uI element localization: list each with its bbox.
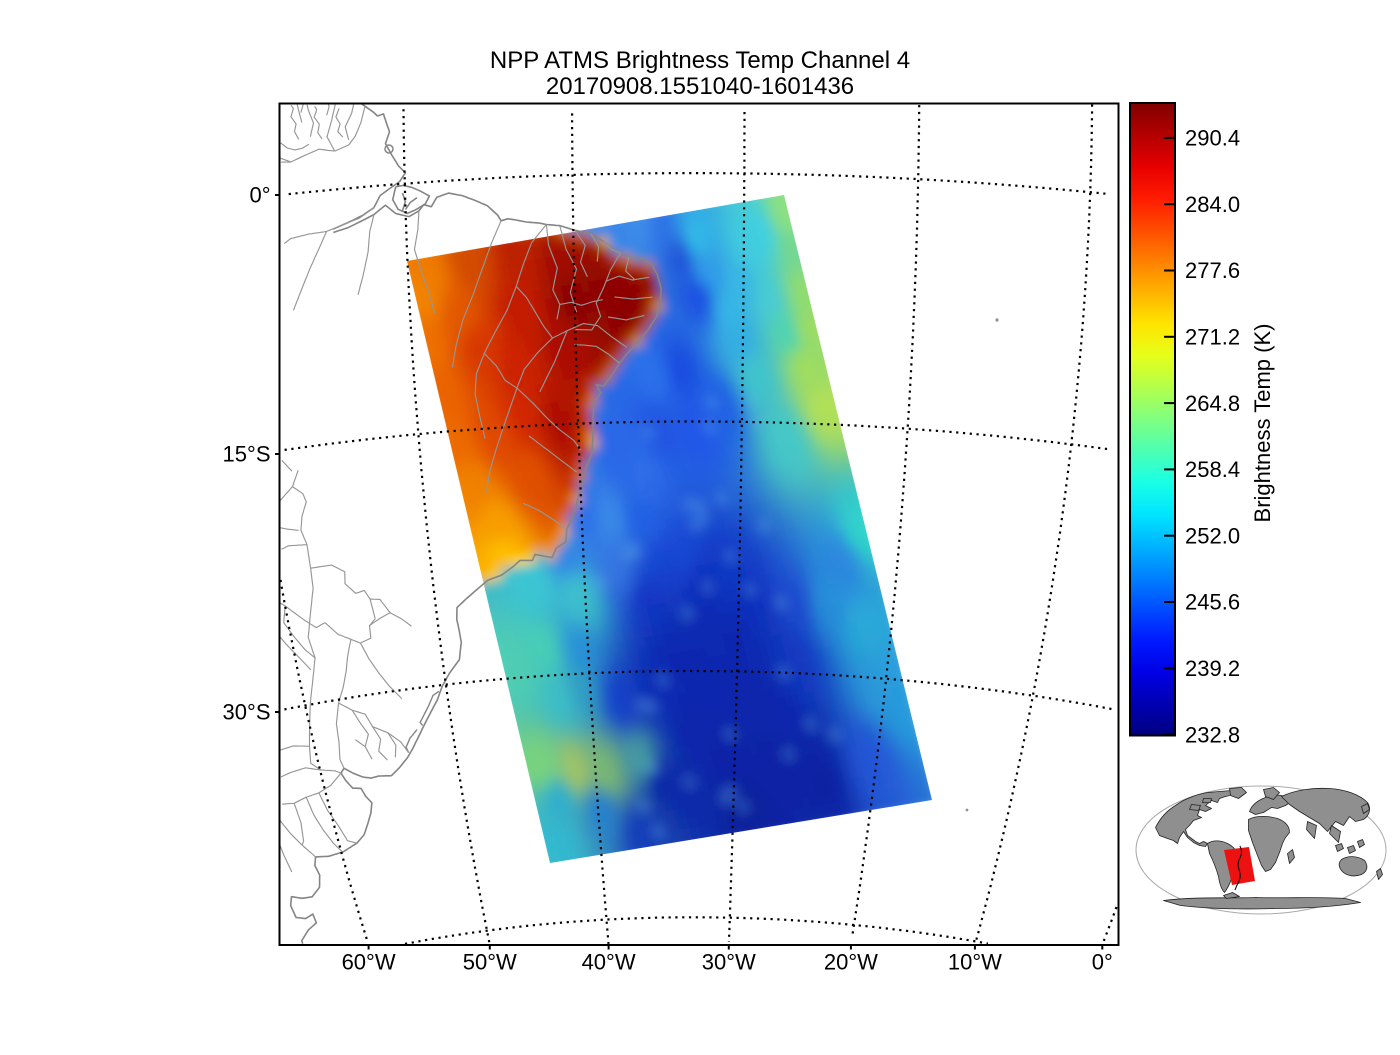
svg-text:258.4: 258.4: [1185, 457, 1240, 482]
svg-text:20°W: 20°W: [824, 950, 878, 975]
svg-text:40°W: 40°W: [582, 950, 636, 975]
svg-text:20170908.1551040-1601436: 20170908.1551040-1601436: [546, 73, 854, 100]
svg-text:271.2: 271.2: [1185, 325, 1240, 350]
svg-text:30°W: 30°W: [702, 950, 756, 975]
svg-text:290.4: 290.4: [1185, 126, 1240, 151]
svg-text:60°W: 60°W: [342, 950, 396, 975]
svg-text:284.0: 284.0: [1185, 192, 1240, 217]
svg-text:245.6: 245.6: [1185, 590, 1240, 615]
svg-text:NPP ATMS Brightness Temp Chann: NPP ATMS Brightness Temp Channel 4: [490, 47, 910, 74]
svg-text:30°S: 30°S: [223, 700, 271, 725]
svg-text:0°: 0°: [1092, 950, 1113, 975]
svg-text:252.0: 252.0: [1185, 523, 1240, 548]
svg-text:15°S: 15°S: [223, 442, 271, 467]
svg-text:277.6: 277.6: [1185, 258, 1240, 283]
svg-text:264.8: 264.8: [1185, 391, 1240, 416]
svg-text:50°W: 50°W: [463, 950, 517, 975]
svg-text:232.8: 232.8: [1185, 722, 1240, 747]
svg-text:Brightness Temp (K): Brightness Temp (K): [1250, 324, 1275, 523]
svg-text:0°: 0°: [249, 183, 270, 208]
svg-text:10°W: 10°W: [948, 950, 1002, 975]
svg-text:239.2: 239.2: [1185, 656, 1240, 681]
